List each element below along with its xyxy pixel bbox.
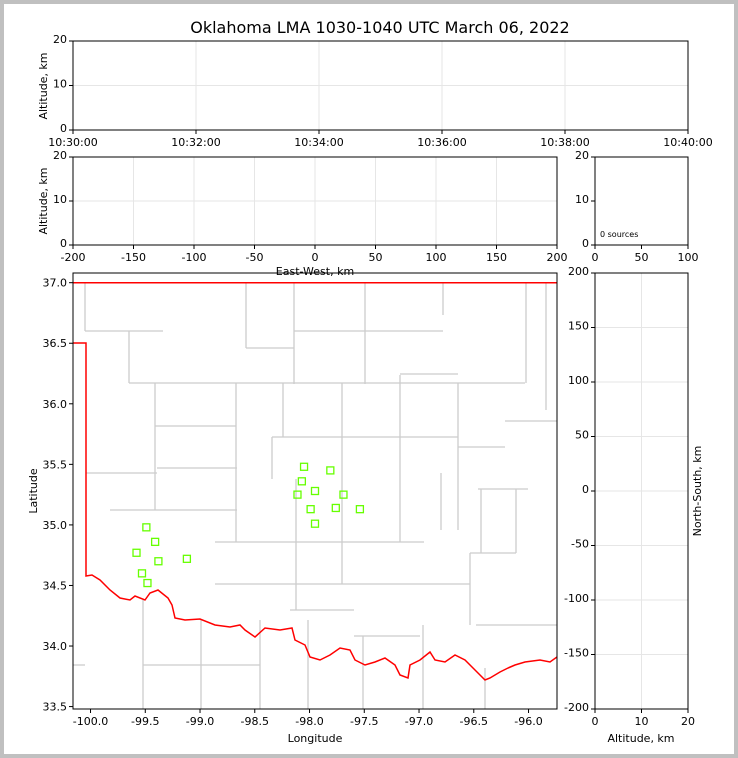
station-marker [339, 490, 348, 499]
x-tick-label: -98.0 [295, 715, 323, 728]
x-tick-label: 10:38:00 [540, 136, 589, 149]
y-tick-label: 200 [568, 265, 589, 278]
y-tick-label: 150 [568, 320, 589, 333]
y-tick-label: 0 [582, 483, 589, 496]
station-marker [154, 557, 163, 566]
station-marker [306, 505, 315, 514]
station-marker [310, 519, 320, 528]
y-tick-label: 36.5 [43, 337, 68, 350]
y-tick-label: 10 [575, 193, 589, 206]
y-tick-label: 10 [53, 193, 67, 206]
y-tick-label: 35.0 [43, 519, 68, 532]
y-axis-label: North-South, km [691, 446, 704, 537]
x-tick-label: 10:40:00 [663, 136, 712, 149]
map-layer [73, 281, 557, 709]
altitude-eastwest-axes [72, 156, 558, 246]
x-tick-label: 150 [486, 251, 507, 264]
x-axis-label: East-West, km [276, 265, 354, 278]
x-tick-label: -100 [182, 251, 207, 264]
station-marker [299, 462, 309, 471]
y-tick-label: 0 [60, 237, 67, 250]
y-tick-label: -50 [571, 538, 589, 551]
x-tick-label: 50 [369, 251, 383, 264]
station-marker [137, 569, 147, 578]
station-marker [182, 554, 192, 563]
y-tick-label: 10 [53, 78, 67, 91]
x-tick-label: 10:36:00 [417, 136, 466, 149]
y-tick-label: 20 [575, 149, 589, 162]
chart-title: Oklahoma LMA 1030-1040 UTC March 06, 202… [190, 18, 569, 37]
x-tick-label: -200 [61, 251, 86, 264]
x-tick-label: 0 [592, 715, 599, 728]
station-marker [355, 505, 365, 514]
x-tick-label: -97.0 [405, 715, 433, 728]
state-border-south [73, 342, 557, 681]
x-tick-label: -99.5 [131, 715, 159, 728]
x-tick-label: 10 [635, 715, 649, 728]
x-tick-label: 50 [635, 251, 649, 264]
station-marker [297, 477, 307, 486]
y-tick-label: 20 [53, 33, 67, 46]
station-marker [326, 466, 335, 475]
x-tick-label: -99.0 [186, 715, 214, 728]
x-tick-label: 200 [547, 251, 568, 264]
y-axis-label: Altitude, km [37, 167, 50, 234]
y-tick-label: 100 [568, 374, 589, 387]
source-count-annotation: 0 sources [600, 230, 638, 239]
station-marker [150, 537, 160, 547]
histogram-axes [594, 156, 689, 246]
x-axis-label: Longitude [288, 732, 343, 745]
x-tick-label: 100 [426, 251, 447, 264]
altitude-time-axes [72, 40, 689, 131]
y-tick-label: 34.0 [43, 640, 68, 653]
y-tick-label: -100 [564, 592, 589, 605]
station-marker [142, 523, 151, 532]
x-tick-label: -96.5 [460, 715, 488, 728]
x-tick-label: -150 [121, 251, 146, 264]
y-tick-label: 0 [60, 122, 67, 135]
station-marker [132, 548, 141, 557]
lma-figure: Oklahoma LMA 1030-1040 UTC March 06, 202… [27, 18, 713, 745]
y-tick-label: 34.5 [43, 579, 68, 592]
station-marker [310, 486, 320, 496]
x-tick-label: -50 [246, 251, 264, 264]
y-tick-label: -150 [564, 647, 589, 660]
x-tick-label: 20 [681, 715, 695, 728]
station-marker [331, 503, 340, 513]
x-tick-label: -96.0 [514, 715, 542, 728]
y-axis-label: Latitude [27, 468, 40, 514]
x-tick-label: 10:30:00 [48, 136, 97, 149]
y-tick-label: -200 [564, 701, 589, 714]
x-tick-label: 0 [592, 251, 599, 264]
x-tick-label: 10:34:00 [294, 136, 343, 149]
x-tick-label: -98.5 [241, 715, 269, 728]
map-axes [72, 272, 558, 710]
y-tick-label: 0 [582, 237, 589, 250]
station-marker [143, 578, 152, 588]
x-tick-label: 0 [312, 251, 319, 264]
y-tick-label: 20 [53, 149, 67, 162]
x-tick-label: -97.5 [350, 715, 378, 728]
figure: Oklahoma LMA 1030-1040 UTC March 06, 202… [4, 4, 734, 754]
y-axis-label: Altitude, km [37, 52, 50, 119]
y-tick-label: 33.5 [43, 701, 68, 714]
x-axis-label: Altitude, km [607, 732, 674, 745]
y-tick-label: 35.5 [43, 458, 68, 471]
y-tick-label: 37.0 [43, 277, 68, 290]
x-tick-label: 100 [678, 251, 699, 264]
northsouth-altitude-axes [594, 272, 689, 710]
y-tick-label: 36.0 [43, 398, 68, 411]
y-tick-label: 50 [575, 429, 589, 442]
x-tick-label: 10:32:00 [171, 136, 220, 149]
x-tick-label: -100.0 [73, 715, 108, 728]
station-marker [293, 490, 302, 499]
